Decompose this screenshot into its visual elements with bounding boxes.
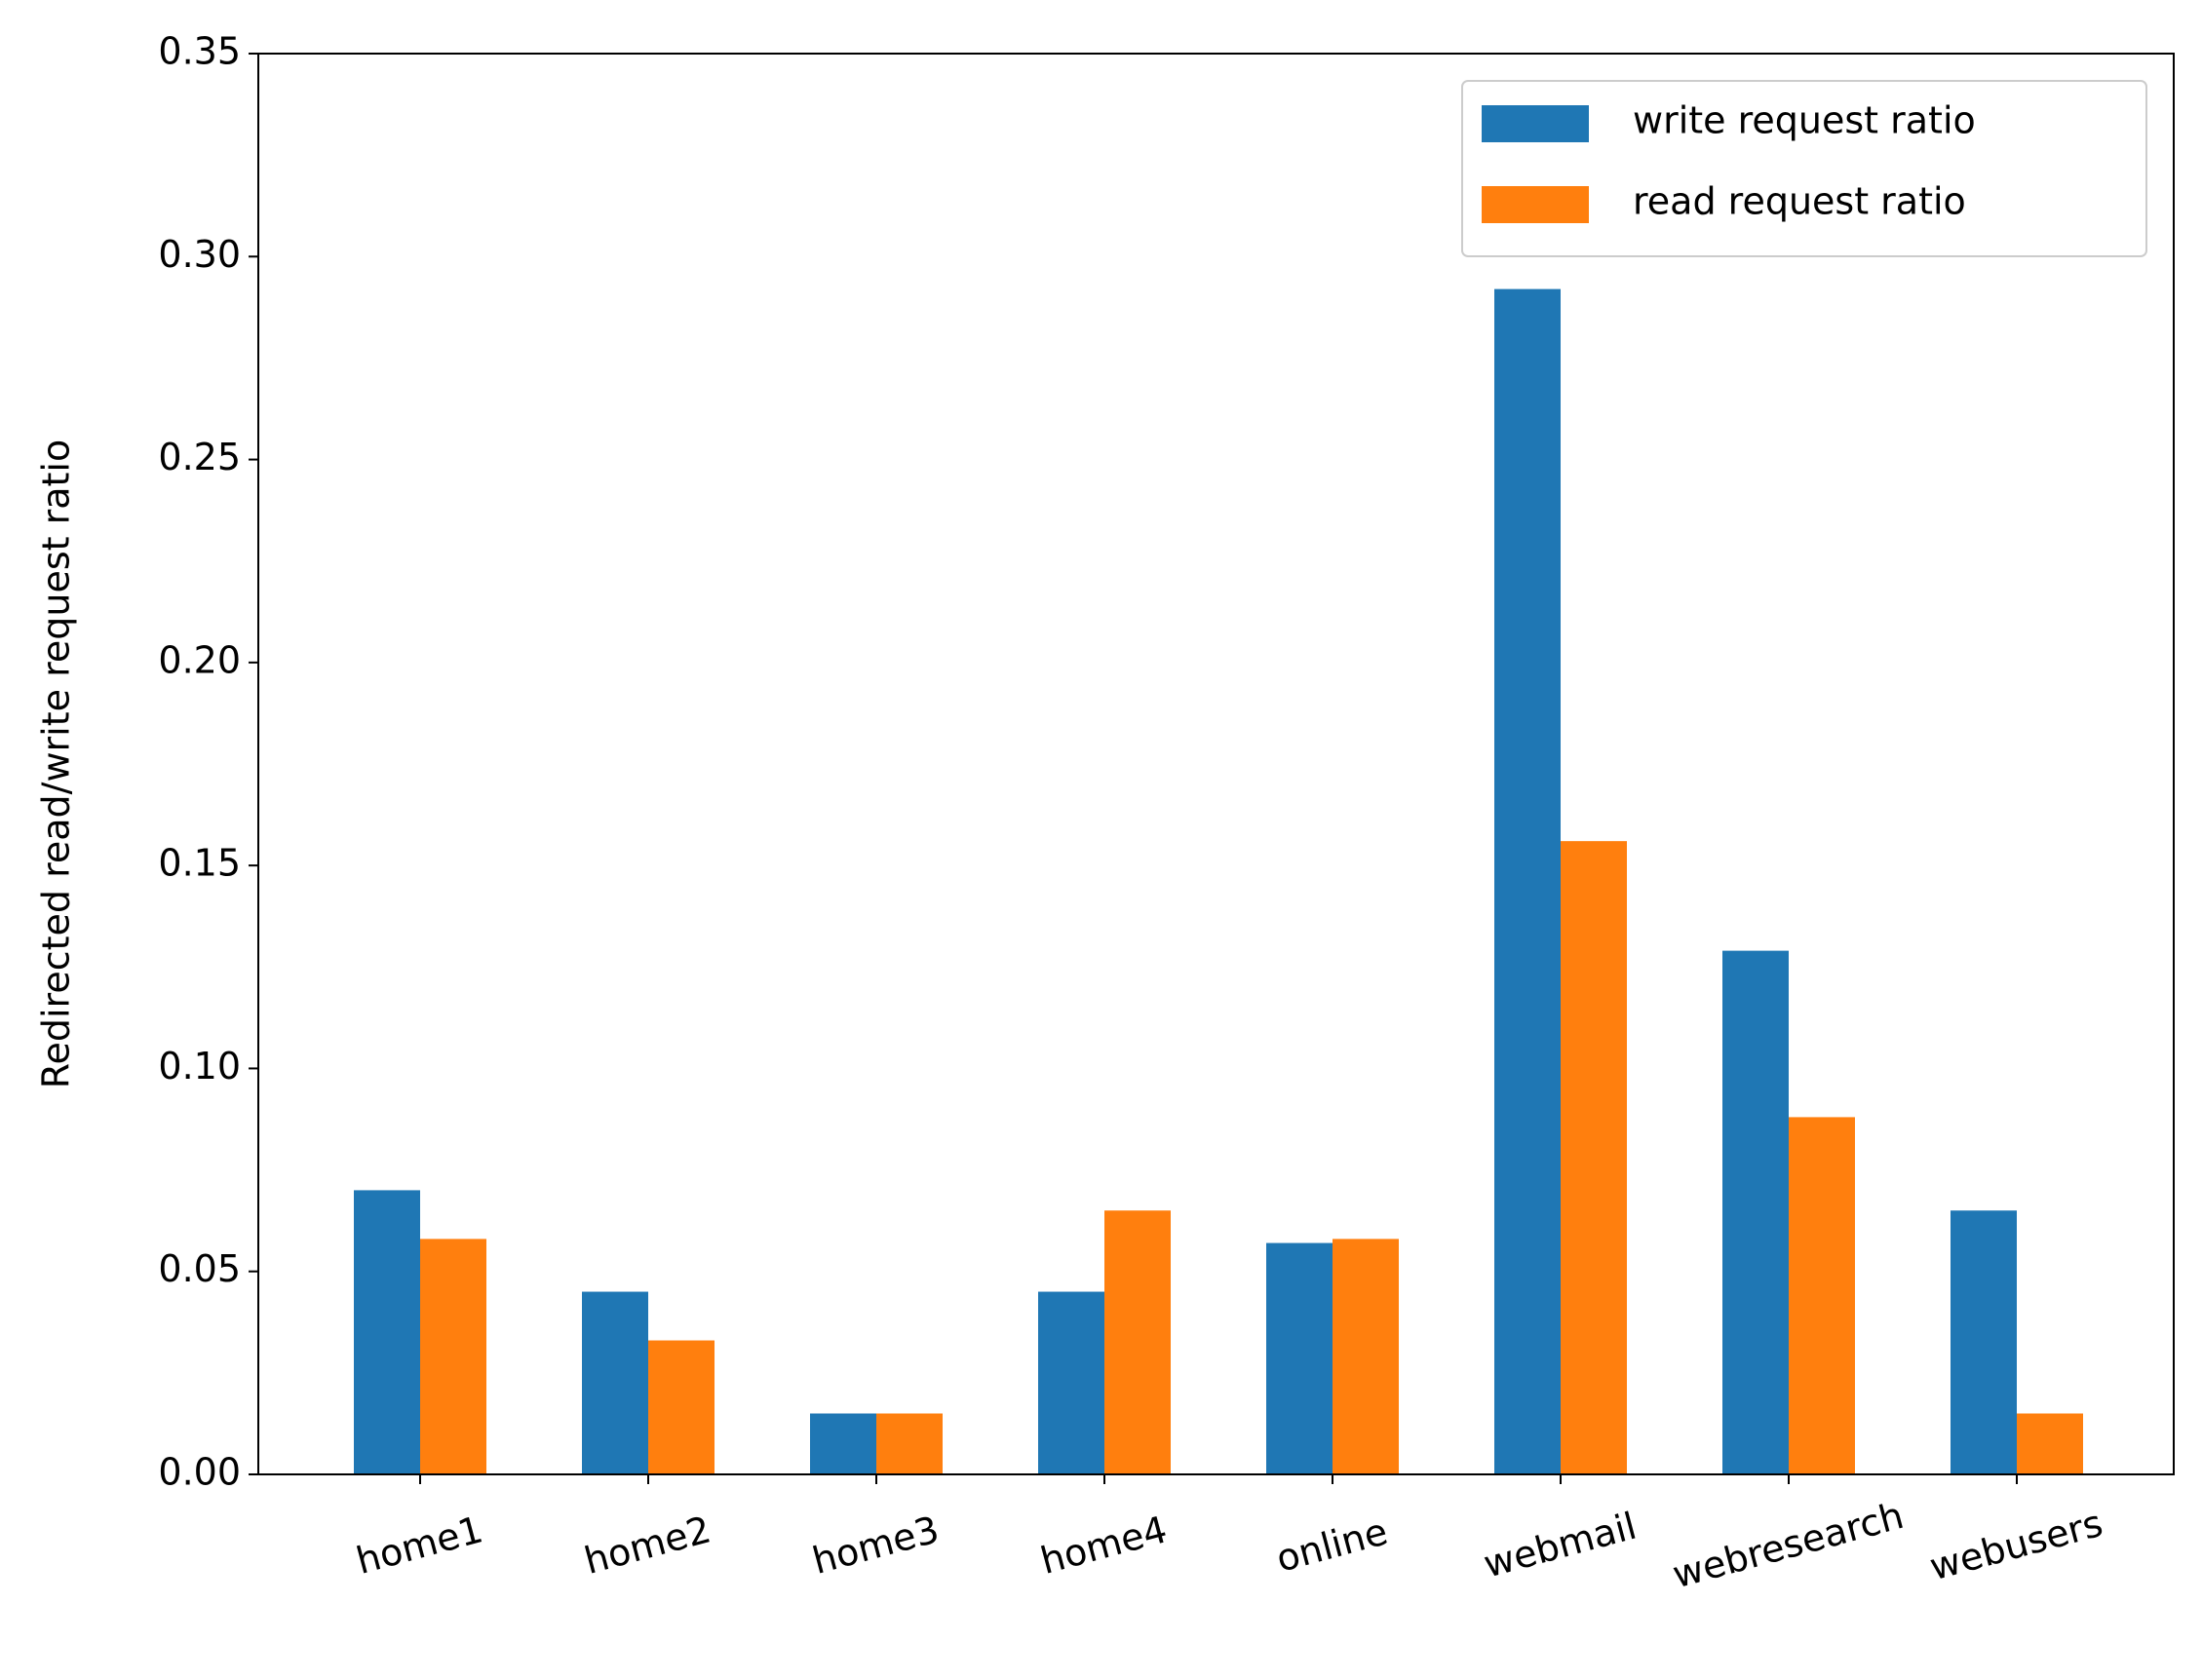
bar <box>810 1413 876 1474</box>
bar <box>876 1413 943 1474</box>
y-tick-label: 0.25 <box>158 436 241 478</box>
bar <box>1561 841 1627 1474</box>
legend-label: read request ratio <box>1633 180 1966 223</box>
bar <box>1333 1239 1399 1474</box>
legend-swatch <box>1482 186 1589 223</box>
y-tick-label: 0.05 <box>158 1247 241 1290</box>
x-tick-label: webusers <box>1925 1502 2106 1588</box>
bar <box>2017 1413 2083 1474</box>
plot-frame <box>257 53 2175 1475</box>
y-axis-label: Redirected read/write request ratio <box>35 439 78 1088</box>
y-tick-label: 0.30 <box>158 233 241 276</box>
bar <box>1104 1210 1171 1474</box>
legend-box <box>1461 80 2147 257</box>
x-tick-label: home2 <box>580 1508 715 1583</box>
y-tick-label: 0.35 <box>158 30 241 73</box>
x-tick-label: webresearch <box>1668 1494 1908 1596</box>
bar <box>582 1291 648 1474</box>
bar <box>1722 950 1789 1474</box>
y-tick-label: 0.00 <box>158 1451 241 1494</box>
x-tick-label: home1 <box>352 1508 487 1583</box>
bar <box>1266 1242 1333 1474</box>
bar <box>648 1340 715 1474</box>
x-tick-label: webmail <box>1479 1505 1641 1586</box>
bar <box>1951 1210 2017 1474</box>
y-tick-label: 0.15 <box>158 842 241 885</box>
y-tick-label: 0.20 <box>158 638 241 681</box>
x-tick-label: home3 <box>808 1508 944 1583</box>
bar <box>1038 1291 1104 1474</box>
legend-swatch <box>1482 105 1589 142</box>
y-tick-label: 0.10 <box>158 1045 241 1088</box>
bar <box>354 1190 420 1474</box>
legend-label: write request ratio <box>1633 99 1976 142</box>
bar <box>420 1239 486 1474</box>
x-tick-label: online <box>1272 1509 1392 1581</box>
bar <box>1789 1117 1855 1474</box>
bar <box>1494 288 1561 1474</box>
x-tick-label: home4 <box>1036 1508 1172 1583</box>
